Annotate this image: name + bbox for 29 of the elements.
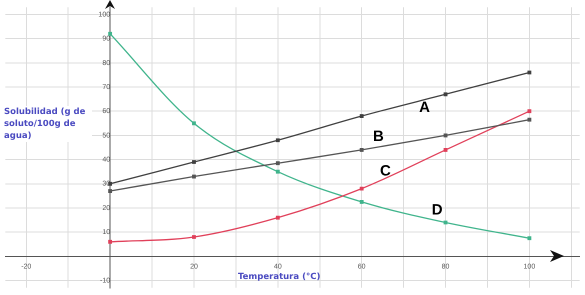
point	[108, 32, 112, 36]
x-axis-title: Temperatura (°C)	[238, 272, 320, 282]
point	[360, 186, 364, 191]
point	[276, 170, 280, 174]
point	[276, 216, 280, 220]
point	[444, 92, 448, 96]
point	[108, 240, 112, 244]
point	[192, 160, 196, 164]
series-label: B	[373, 128, 384, 146]
point	[360, 200, 364, 204]
point	[527, 109, 532, 114]
series-label: A	[419, 98, 430, 116]
point	[360, 114, 364, 118]
point	[192, 235, 196, 239]
series-label: D	[432, 202, 443, 219]
point	[444, 220, 448, 224]
point	[527, 236, 532, 240]
point	[276, 138, 280, 142]
series-label: C	[380, 162, 391, 180]
y-axis-title: Solubilidad (g de soluto/100g de agua)	[4, 106, 92, 142]
point	[192, 174, 196, 178]
point	[276, 161, 280, 166]
point	[108, 189, 112, 193]
point	[360, 148, 364, 152]
point	[527, 118, 532, 122]
point	[444, 148, 448, 152]
point	[444, 133, 448, 138]
point	[192, 121, 196, 126]
point	[527, 70, 532, 74]
